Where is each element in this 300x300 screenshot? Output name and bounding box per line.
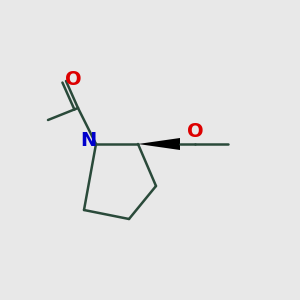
- Text: O: O: [187, 122, 203, 142]
- Text: N: N: [80, 131, 97, 151]
- Text: O: O: [65, 70, 82, 89]
- Polygon shape: [138, 138, 180, 150]
